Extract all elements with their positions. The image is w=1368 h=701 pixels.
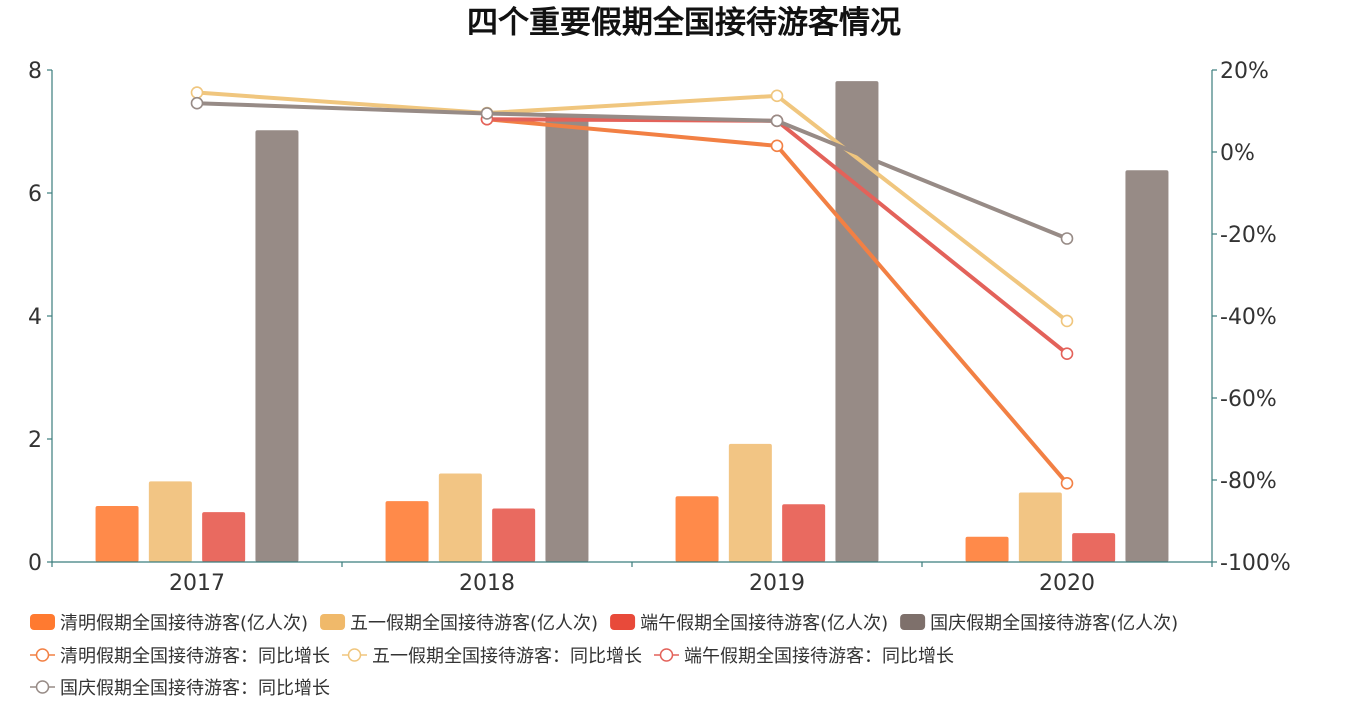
legend-item[interactable]: 清明假期全国接待游客(亿人次)	[30, 613, 308, 634]
bar	[385, 501, 429, 562]
legend-item[interactable]: 国庆假期全国接待游客：同比增长	[30, 678, 330, 699]
y-tick-label-right: 0%	[1220, 141, 1255, 166]
bar	[782, 504, 826, 562]
y-tick-label-left: 2	[28, 428, 42, 453]
bar	[255, 130, 299, 562]
axes-layer: 0 2 4 6 8 -100% -80% -60% -40% -20% 0% 20% 2017 2018 2…	[28, 59, 1291, 596]
legend-swatch	[900, 614, 926, 630]
bar	[835, 81, 879, 562]
bar	[728, 443, 772, 562]
line-point	[1060, 314, 1074, 328]
legend-point-marker	[35, 680, 50, 694]
y-tick-label-left: 4	[28, 305, 42, 330]
legend-point-marker	[35, 648, 50, 662]
bar	[675, 496, 719, 562]
x-tick-label: 2018	[459, 571, 515, 596]
line-point	[190, 96, 204, 110]
legend-swatch	[610, 614, 636, 630]
bar	[1018, 492, 1062, 562]
legend-label: 五一假期全国接待游客：同比增长	[372, 646, 642, 667]
legend-swatch	[320, 614, 346, 630]
legend-point-marker	[347, 648, 362, 662]
x-tick-label: 2017	[169, 571, 225, 596]
legend-item[interactable]: 端午假期全国接待游客(亿人次)	[610, 613, 888, 634]
legend-label: 端午假期全国接待游客(亿人次)	[640, 613, 888, 634]
legend-swatch	[30, 614, 55, 630]
y-tick-label-right: -20%	[1220, 223, 1277, 248]
legend-point-marker	[659, 648, 674, 662]
line-point	[480, 107, 494, 120]
legend-label: 国庆假期全国接待游客：同比增长	[60, 678, 330, 699]
legend-label: 国庆假期全国接待游客(亿人次)	[930, 613, 1178, 634]
bars-layer	[95, 81, 1169, 562]
series-line	[195, 90, 1069, 323]
legend-label: 五一假期全国接待游客(亿人次)	[350, 613, 598, 634]
y-tick-label-right: -40%	[1220, 305, 1277, 330]
line-point	[770, 114, 784, 128]
bar	[148, 481, 192, 562]
legend-item[interactable]: 端午假期全国接待游客：同比增长	[653, 646, 954, 667]
legend-item[interactable]: 五一假期全国接待游客：同比增长	[341, 646, 642, 667]
bar	[1125, 170, 1169, 562]
line-point	[190, 86, 204, 99]
legend-item[interactable]: 清明假期全国接待游客：同比增长	[30, 646, 330, 667]
legend-label: 清明假期全国接待游客(亿人次)	[60, 613, 308, 634]
series-line	[195, 101, 1069, 241]
legend-item[interactable]: 五一假期全国接待游客(亿人次)	[320, 613, 598, 634]
line-point	[1060, 476, 1074, 490]
bar	[965, 536, 1009, 562]
bar	[95, 506, 139, 562]
y-tick-label-right: -100%	[1220, 551, 1291, 576]
lines-layer	[190, 86, 1074, 490]
x-tick-label: 2019	[749, 571, 805, 596]
line-point	[770, 139, 784, 153]
chart-title: 四个重要假期全国接待游客情况	[467, 5, 901, 41]
x-tick-label: 2020	[1039, 571, 1095, 596]
legend-label: 清明假期全国接待游客：同比增长	[60, 646, 330, 667]
line-point	[1060, 232, 1074, 245]
line-point	[770, 89, 784, 103]
bar	[438, 473, 482, 562]
y-tick-label-left: 6	[28, 182, 42, 207]
line-point	[1060, 347, 1074, 361]
bar	[1072, 533, 1116, 562]
bar	[545, 115, 589, 562]
bar	[492, 508, 536, 562]
y-tick-label-right: -60%	[1220, 387, 1277, 412]
y-tick-label-right: -80%	[1220, 469, 1277, 494]
y-tick-label-right: 20%	[1220, 59, 1269, 84]
y-tick-label-left: 8	[28, 59, 42, 84]
legend-label: 端午假期全国接待游客：同比增长	[684, 646, 954, 667]
legend-item[interactable]: 国庆假期全国接待游客(亿人次)	[900, 613, 1178, 634]
y-tick-label-left: 0	[28, 551, 42, 576]
bar	[202, 512, 246, 562]
legend[interactable]: 清明假期全国接待游客(亿人次) 五一假期全国接待游客(亿人次) 端午假期全国接待游客…	[30, 613, 1178, 699]
